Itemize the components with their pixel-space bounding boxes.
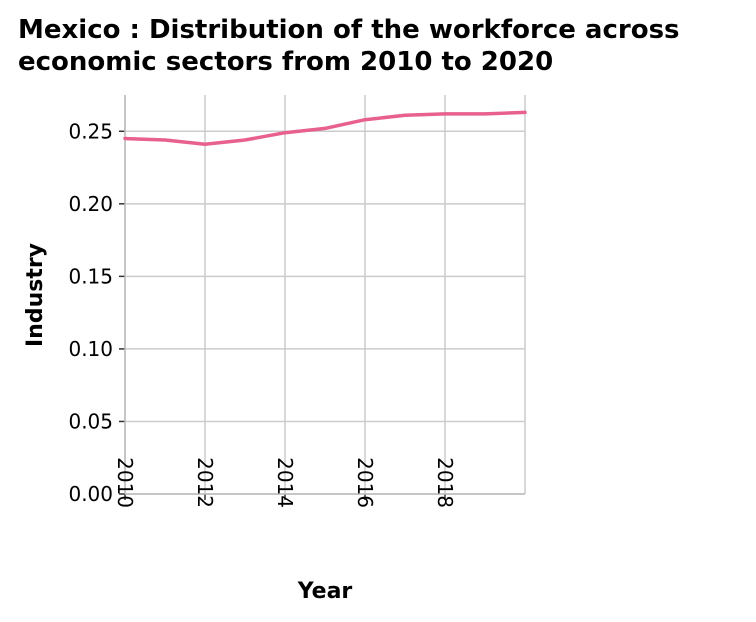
y-tick-label: 0.20 [68, 192, 113, 216]
x-tick-label: 2014 [273, 457, 297, 508]
chart-title-line-1: Mexico : Distribution of the workforce a… [18, 15, 680, 45]
grid [124, 95, 526, 495]
x-tick-label: 2016 [353, 457, 377, 508]
y-tick-label: 0.10 [68, 337, 113, 361]
x-tick-label: 2018 [433, 457, 457, 508]
x-tick-label: 2010 [113, 457, 137, 508]
x-tick-label: 2012 [193, 457, 217, 508]
y-tick-label: 0.05 [68, 409, 113, 433]
y-axis-title: Industry [23, 243, 48, 347]
series-line [123, 110, 527, 147]
y-tick-label: 0.15 [68, 264, 113, 288]
y-tick-label: 0.25 [68, 119, 113, 143]
series-layer [123, 110, 527, 147]
x-axis-title: Year [297, 579, 353, 604]
y-tick-label: 0.00 [68, 482, 113, 506]
tick-labels: 0.00 0.05 0.10 0.15 0.20 0.25 2010 2012 2014 2016… [68, 119, 457, 508]
axes [119, 95, 525, 500]
chart-title: Mexico : Distribution of the workforce a… [18, 14, 748, 78]
chart-title-line-2: economic sectors from 2010 to 2020 [18, 47, 554, 77]
